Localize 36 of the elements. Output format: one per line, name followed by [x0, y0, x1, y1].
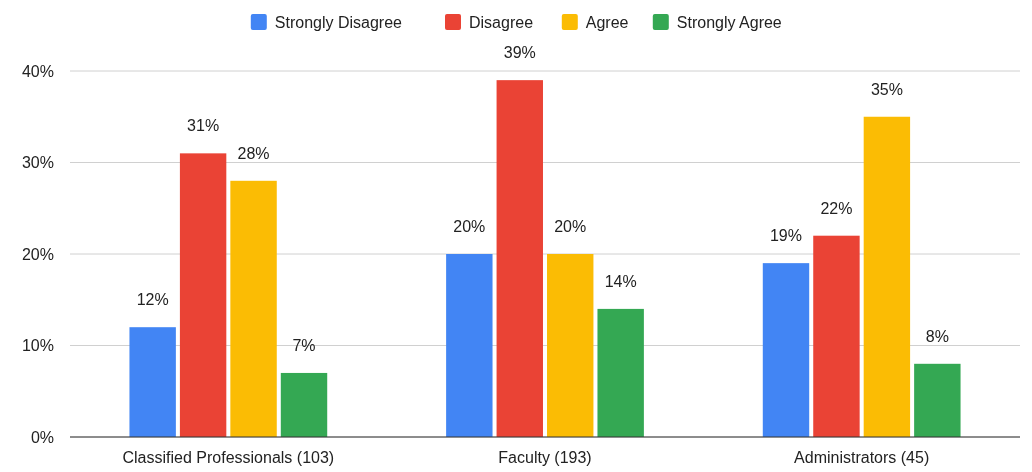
data-label: 20%: [453, 218, 486, 235]
data-label: 31%: [187, 117, 220, 135]
data-label: 20%: [554, 218, 587, 235]
bar: [179, 153, 227, 437]
legend-label: Strongly Agree: [676, 13, 782, 31]
bar: [280, 372, 328, 437]
legend-label: Strongly Disagree: [274, 13, 403, 31]
data-label: 28%: [237, 144, 270, 162]
bar: [547, 254, 594, 437]
bar: [496, 80, 543, 437]
bar: [446, 254, 493, 437]
data-label: 7%: [292, 336, 316, 354]
legend-label: Disagree: [469, 13, 534, 31]
legend-label: Agree: [585, 13, 629, 31]
data-label: 22%: [820, 199, 853, 217]
bar: [129, 327, 176, 437]
data-label: 8%: [925, 327, 949, 345]
bar: [914, 363, 961, 437]
y-tick-label: 30%: [21, 154, 54, 171]
y-tick-label: 0%: [30, 428, 54, 446]
x-tick-label: Administrators (45): [794, 449, 930, 466]
x-tick-label: Faculty (193): [498, 449, 592, 466]
data-label: 14%: [604, 272, 637, 290]
data-label: 39%: [503, 44, 536, 62]
y-tick-label: 20%: [21, 245, 54, 263]
y-tick-label: 10%: [21, 337, 54, 354]
x-tick-label: Classified Professionals (103): [122, 449, 335, 466]
bar: [597, 308, 644, 437]
data-label: 19%: [769, 227, 803, 245]
bar: [762, 263, 810, 437]
bar: [863, 116, 911, 437]
data-label: 12%: [136, 291, 169, 309]
bar: [813, 235, 860, 437]
y-tick-label: 40%: [21, 62, 54, 80]
bar: [230, 180, 277, 437]
data-label: 35%: [870, 80, 903, 98]
